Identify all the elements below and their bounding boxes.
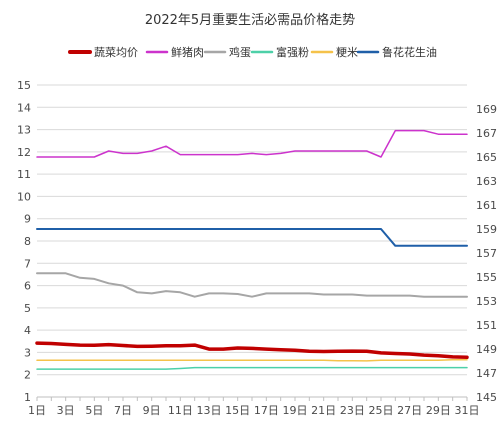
y-left-tick-label: 8 [24,235,31,248]
legend-label: 鸡蛋 [229,45,251,59]
x-tick-label: 19日 [283,404,308,417]
y-right-tick-label: 147 [476,367,497,380]
y-right-tick-label: 149 [476,343,497,356]
y-right-tick-label: 161 [476,199,497,212]
x-tick-label: 9日 [143,404,161,417]
tick-labels: 1234567891011121314151451471491511531551… [17,79,497,417]
x-tick-label: 11日 [168,404,193,417]
x-tick-label: 3日 [57,404,75,417]
y-left-tick-label: 14 [17,101,31,114]
legend-label: 鲁花花生油 [382,45,437,59]
y-right-tick-label: 167 [476,127,497,140]
x-tick-label: 13日 [197,404,222,417]
y-right-tick-label: 151 [476,319,497,332]
y-left-tick-label: 9 [24,213,31,226]
legend-label: 蔬菜均价 [94,46,138,59]
series-line [35,341,469,360]
legend-label: 鲜猪肉 [171,45,204,59]
x-tick-label: 23日 [340,404,365,417]
axes [36,396,468,401]
y-right-tick-label: 165 [476,151,497,164]
y-left-tick-label: 5 [24,302,31,315]
y-right-tick-label: 153 [476,295,497,308]
legend-label: 粳米 [336,45,358,59]
y-right-tick-label: 169 [476,103,497,116]
x-tick-label: 17日 [254,404,279,417]
x-tick-label: 1日 [28,404,46,417]
y-right-tick-label: 155 [476,271,497,284]
y-left-tick-label: 10 [17,190,31,203]
y-right-tick-label: 159 [476,223,497,236]
series-line [36,366,468,370]
y-left-tick-label: 12 [17,146,31,159]
legend-label: 富强粉 [276,45,309,59]
y-right-tick-label: 157 [476,247,497,260]
x-tick-label: 21日 [311,404,336,417]
y-left-tick-label: 4 [24,324,31,337]
gridlines [37,84,467,376]
y-left-tick-label: 13 [17,124,31,137]
series-line [36,129,468,158]
y-left-tick-label: 15 [17,79,31,92]
y-left-tick-label: 1 [24,391,31,404]
y-left-tick-label: 2 [24,369,31,382]
y-left-tick-label: 11 [17,168,31,181]
y-right-tick-label: 145 [476,391,497,404]
x-tick-label: 27日 [397,404,422,417]
y-left-tick-label: 7 [24,257,31,270]
x-tick-label: 5日 [85,404,103,417]
series-line [36,228,468,247]
chart-title: 2022年5月重要生活必需品价格走势 [145,12,355,28]
legend: 蔬菜均价 鲜猪肉 鸡蛋 富强粉 粳米 鲁花花生油 [68,45,437,59]
y-left-tick-label: 3 [24,346,31,359]
x-tick-label: 7日 [114,404,132,417]
x-tick-label: 25日 [369,404,394,417]
x-tick-label: 29日 [426,404,451,417]
y-left-tick-label: 6 [24,280,31,293]
series-line [36,359,468,362]
series-line [36,272,468,298]
series-lines [35,129,469,370]
x-tick-label: 15日 [225,404,250,417]
y-right-tick-label: 163 [476,175,497,188]
x-tick-label: 31日 [455,404,480,417]
